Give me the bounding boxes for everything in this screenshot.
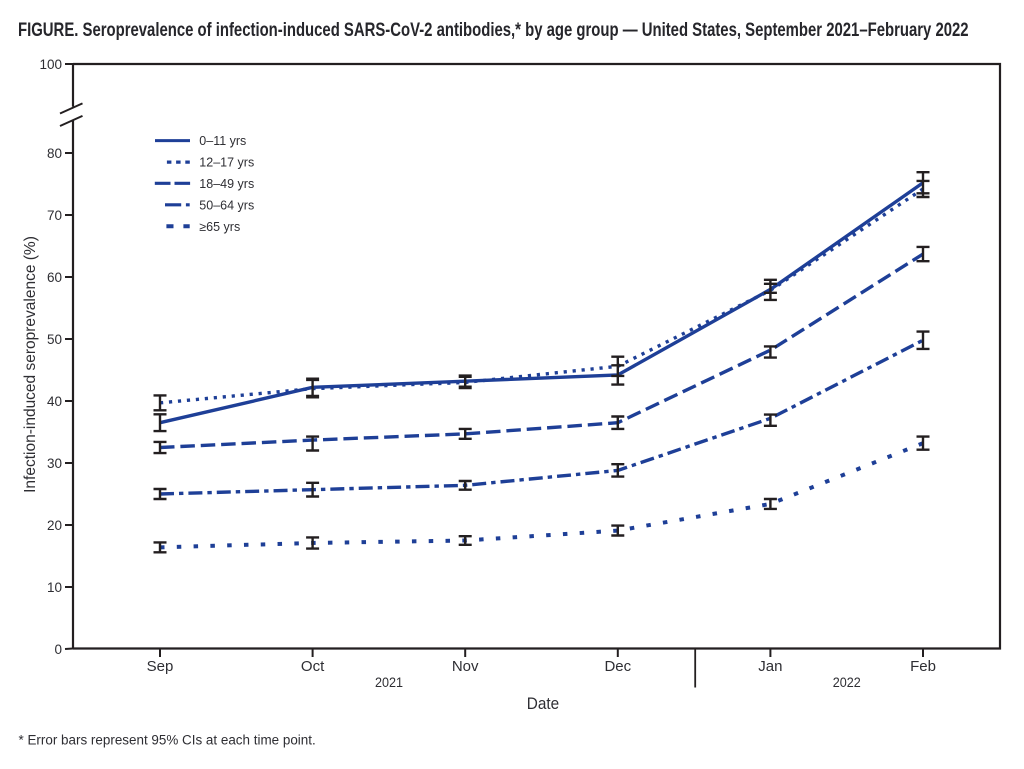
svg-text:2022: 2022 (833, 674, 861, 690)
svg-text:18–49 yrs: 18–49 yrs (199, 177, 254, 191)
svg-text:≥65 yrs: ≥65 yrs (199, 220, 240, 234)
svg-text:50–64 yrs: 50–64 yrs (199, 198, 254, 212)
svg-text:Jan: Jan (758, 658, 782, 675)
svg-text:80: 80 (47, 146, 62, 161)
svg-text:* Error bars represent 95% CIs: * Error bars represent 95% CIs at each t… (19, 732, 316, 747)
svg-text:30: 30 (47, 456, 62, 471)
svg-text:100: 100 (39, 57, 62, 72)
svg-text:Sep: Sep (147, 658, 174, 675)
svg-text:40: 40 (47, 394, 62, 409)
svg-text:20: 20 (47, 518, 62, 533)
svg-text:Feb: Feb (910, 658, 936, 675)
svg-text:Oct: Oct (301, 658, 325, 675)
svg-text:70: 70 (47, 208, 62, 223)
svg-text:Nov: Nov (452, 658, 479, 675)
svg-text:FIGURE. Seroprevalence of infe: FIGURE. Seroprevalence of infection-indu… (18, 19, 969, 40)
svg-text:0–11 yrs: 0–11 yrs (199, 134, 246, 148)
svg-text:Dec: Dec (604, 658, 631, 675)
svg-text:Infection-induced seroprevalen: Infection-induced seroprevalence (%) (22, 236, 39, 493)
svg-text:60: 60 (47, 270, 62, 285)
svg-text:10: 10 (47, 580, 62, 595)
svg-text:Date: Date (527, 696, 560, 714)
svg-text:0: 0 (54, 642, 62, 657)
svg-text:50: 50 (47, 332, 62, 347)
svg-text:2021: 2021 (375, 674, 403, 690)
svg-text:12–17 yrs: 12–17 yrs (199, 156, 254, 170)
